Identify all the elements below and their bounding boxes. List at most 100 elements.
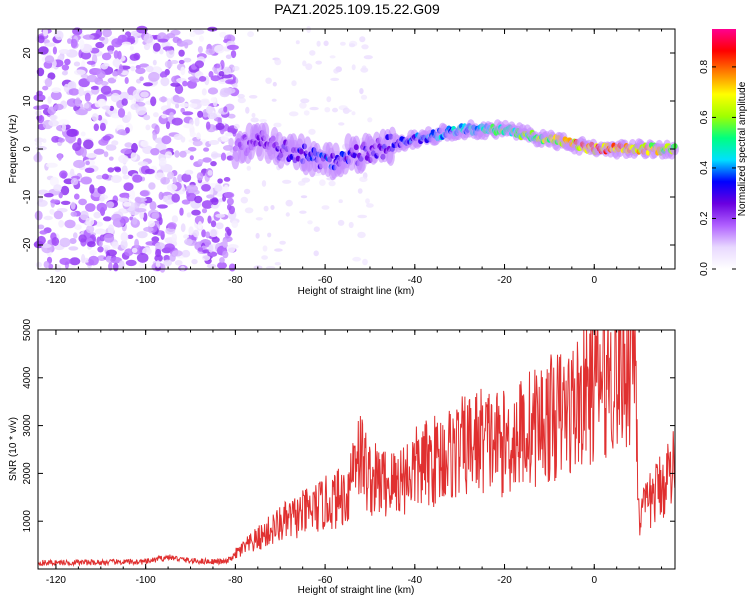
noise-cell: [230, 50, 237, 59]
noise-cell: [113, 262, 119, 272]
noise-cell: [74, 97, 81, 107]
noise-cell: [344, 109, 352, 113]
noise-cell: [142, 145, 153, 154]
noise-cell: [184, 42, 189, 49]
noise-cell: [89, 184, 95, 194]
snr-series-line: [38, 330, 675, 568]
spectrogram-x-tick-label-0: -120: [46, 275, 66, 286]
noise-cell: [41, 243, 52, 248]
noise-cell: [279, 240, 286, 245]
noise-cell: [223, 177, 231, 182]
noise-cell: [174, 260, 183, 266]
noise-cell: [233, 123, 240, 130]
noise-cell: [352, 256, 362, 262]
noise-cell: [155, 260, 161, 268]
noise-cell: [190, 78, 200, 83]
noise-cell: [205, 48, 216, 55]
noise-cell: [197, 159, 204, 165]
noise-cell: [189, 155, 194, 161]
noise-cell: [223, 184, 229, 193]
noise-cell: [90, 47, 100, 54]
noise-cell: [181, 173, 192, 183]
noise-cell: [217, 261, 227, 270]
noise-cell: [244, 207, 254, 214]
noise-cell: [217, 117, 222, 125]
noise-cell: [165, 121, 171, 130]
noise-cell: [98, 36, 105, 41]
noise-cell: [66, 128, 78, 137]
noise-cell: [169, 112, 174, 118]
colorbar-gradient: [712, 29, 736, 269]
colorbar-label: Normalized spectral amplitude: [737, 81, 748, 216]
spectrogram-x-tick-label-4: -40: [408, 275, 423, 286]
noise-cell: [330, 77, 340, 81]
noise-cell: [222, 239, 228, 248]
noise-cell: [101, 173, 109, 180]
noise-cell: [365, 198, 370, 205]
noise-cell: [110, 256, 122, 264]
noise-cell: [214, 44, 225, 54]
noise-cell: [130, 103, 139, 110]
noise-cell: [120, 70, 129, 76]
noise-cell: [246, 165, 251, 171]
noise-cell: [295, 40, 300, 45]
noise-cell: [111, 213, 122, 222]
noise-cell: [70, 38, 78, 49]
noise-cell: [103, 233, 115, 243]
noise-cell: [299, 102, 307, 109]
snr-x-tick-label-5: -20: [497, 575, 512, 586]
noise-cell: [313, 250, 319, 257]
noise-cell: [117, 129, 127, 136]
noise-cell: [175, 103, 180, 109]
noise-cell: [247, 31, 255, 38]
noise-cell: [73, 61, 81, 67]
noise-cell: [95, 41, 105, 49]
noise-cell: [89, 249, 97, 256]
noise-cell: [191, 209, 201, 216]
noise-cell: [351, 111, 356, 116]
noise-cell: [112, 70, 119, 77]
noise-cell: [79, 39, 85, 50]
noise-cell: [78, 86, 84, 97]
noise-cell: [119, 208, 127, 214]
noise-cell: [152, 42, 161, 52]
noise-cell: [326, 96, 332, 103]
noise-cell: [78, 198, 87, 206]
noise-cell: [82, 34, 95, 40]
noise-cell: [210, 203, 219, 209]
noise-cell: [127, 111, 132, 121]
noise-cell: [261, 255, 268, 260]
noise-cell: [52, 46, 58, 55]
noise-cell: [189, 119, 194, 126]
noise-cell: [166, 48, 175, 59]
noise-cell: [210, 97, 217, 103]
noise-cell: [267, 232, 272, 238]
noise-cell: [44, 55, 55, 64]
noise-cell: [165, 227, 176, 235]
noise-cell: [97, 255, 107, 261]
noise-cell: [333, 68, 339, 74]
noise-cell: [37, 35, 45, 44]
noise-cell: [357, 188, 363, 194]
spectrogram-y-label: Frequency (Hz): [8, 115, 19, 184]
noise-cell: [223, 106, 228, 113]
noise-cell: [47, 96, 52, 105]
noise-cell: [313, 226, 320, 232]
spectrogram-x-tick-label-3: -60: [318, 275, 333, 286]
noise-cell: [163, 259, 173, 267]
noise-cell: [79, 210, 89, 221]
noise-cell: [48, 119, 59, 127]
noise-cell: [165, 151, 173, 159]
noise-cell: [121, 165, 128, 175]
spectrogram-x-label: Height of straight line (km): [298, 286, 415, 297]
noise-cell: [167, 222, 177, 230]
noise-cell: [215, 122, 225, 131]
noise-cell: [340, 41, 346, 46]
noise-cell: [265, 77, 272, 84]
noise-cell: [50, 199, 61, 204]
noise-cell: [134, 196, 142, 203]
noise-cell: [338, 122, 345, 126]
noise-cell: [309, 50, 316, 56]
noise-cell: [180, 107, 185, 113]
